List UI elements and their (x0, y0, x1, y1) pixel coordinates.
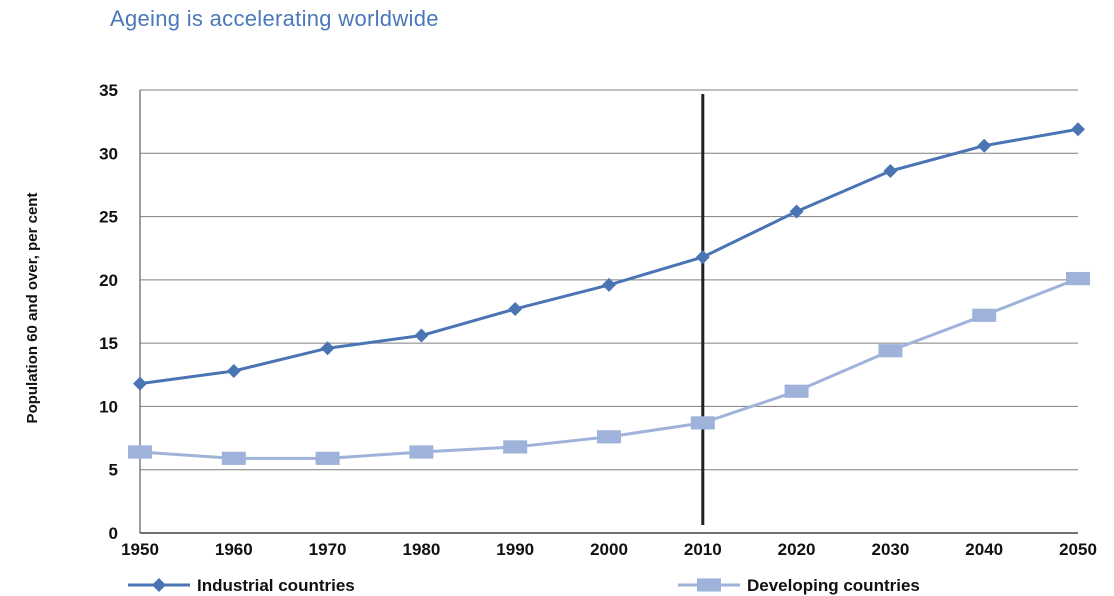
data-point (221, 451, 246, 465)
x-tick-label: 2050 (1059, 540, 1097, 559)
y-tick-label: 30 (99, 144, 118, 163)
data-point (409, 445, 434, 459)
legend: Industrial countries Developing countries (128, 576, 920, 595)
legend-label: Developing countries (747, 576, 920, 595)
data-point (315, 451, 340, 465)
legend-marker (697, 578, 721, 592)
y-tick-label: 10 (99, 397, 118, 416)
x-tick-label: 2000 (590, 540, 628, 559)
y-tick-label: 35 (99, 81, 118, 100)
series-2 (128, 271, 1090, 465)
y-tick-label: 20 (99, 271, 118, 290)
data-point (133, 376, 147, 391)
y-tick-label: 0 (109, 524, 118, 543)
legend-label: Industrial countries (197, 576, 355, 595)
x-tick-label: 2040 (965, 540, 1003, 559)
legend-item-1: Industrial countries (128, 576, 355, 595)
data-point (597, 430, 621, 444)
legend-marker (152, 578, 166, 592)
data-point (1066, 271, 1090, 286)
y-tick-label: 5 (109, 461, 118, 480)
data-point (226, 363, 241, 378)
legend-item-2: Developing countries (678, 576, 920, 595)
series-1 (133, 122, 1085, 391)
y-axis-label: Population 60 and over, per cent (24, 193, 41, 424)
chart-title: Ageing is accelerating worldwide (110, 6, 439, 31)
data-point (977, 138, 992, 153)
data-point (414, 328, 429, 343)
y-tick-label: 25 (99, 208, 118, 227)
data-point (972, 308, 997, 322)
x-tick-label: 2020 (778, 540, 816, 559)
x-tick-label: 2030 (871, 540, 909, 559)
x-tick-label: 1990 (496, 540, 534, 559)
data-point (128, 445, 152, 459)
data-point (690, 416, 715, 430)
x-tick-label: 1960 (215, 540, 253, 559)
data-point (503, 440, 528, 454)
axes (139, 90, 1078, 534)
gridlines (140, 89, 1078, 471)
data-point (878, 344, 903, 358)
x-tick-label: 2010 (684, 540, 722, 559)
data-point (320, 341, 335, 356)
series-line (139, 127, 1079, 386)
data-point (1071, 122, 1085, 137)
data-point (784, 384, 809, 398)
x-tick-label: 1980 (402, 540, 440, 559)
data-point (508, 301, 523, 316)
data-point (789, 204, 804, 219)
data-point (602, 277, 616, 292)
tick-labels: 0 5 10 15 20 25 30 35 1950 1960 1970 1980 1990 2000 20… (99, 81, 1097, 559)
y-tick-label: 15 (99, 334, 118, 353)
series-layer (128, 122, 1090, 465)
x-tick-label: 1970 (309, 540, 347, 559)
data-point (695, 250, 710, 265)
x-tick-label: 1950 (121, 540, 159, 559)
data-point (883, 164, 898, 179)
